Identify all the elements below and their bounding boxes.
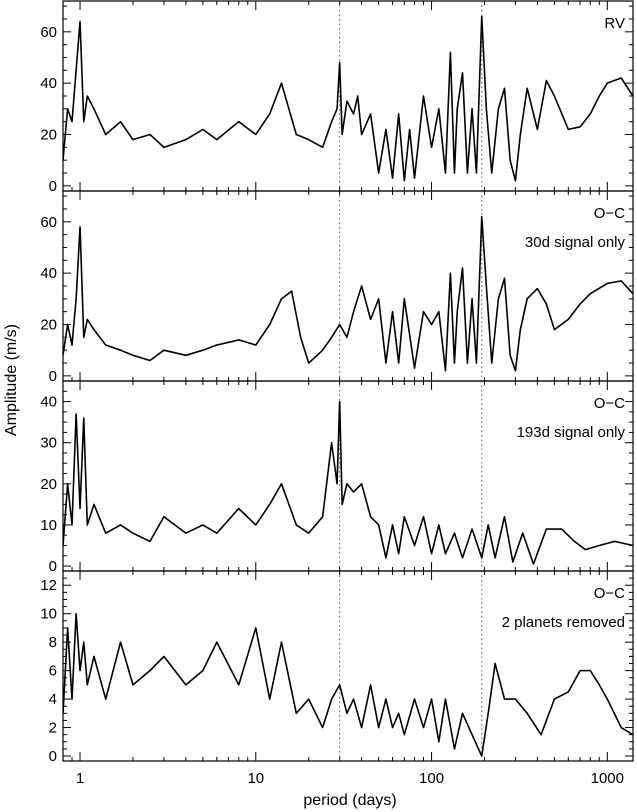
y-tick-label: 60 [40,214,57,231]
x-axis-ticks: 1 10 100 1000 [76,770,624,787]
y-tick-label: 8 [49,634,57,651]
y-tick-label: 0 [49,558,57,575]
panel-label: RV [604,15,625,32]
y-tick-label: 0 [49,368,57,385]
y-tick-label: 20 [40,127,57,144]
panel-2: 0 20 40 60 O−C 30d signal only [40,190,634,385]
panel-label: 193d signal only [517,424,626,441]
panel-label: 2 planets removed [502,614,625,631]
x-tick-label: 10 [247,770,264,787]
x-tick-label: 1000 [591,770,624,787]
series-line [63,400,633,565]
y-tick-label: 40 [40,265,57,282]
x-axis-title: period (days) [303,792,396,809]
panel-frame [62,0,634,192]
panel-frame [62,190,634,382]
panel-label: 30d signal only [525,234,626,251]
panel-3: 0 10 20 30 40 O−C 193d signal only [40,380,634,575]
y-tick-label: 60 [40,24,57,41]
series-line [63,15,633,182]
y-tick-label: 2 [49,720,57,737]
series-line [63,612,633,757]
y-tick-label: 20 [40,317,57,334]
panel-1: 0 20 40 60 RV [40,0,634,195]
y-tick-label: 6 [49,663,57,680]
x-tick-label: 1 [76,770,84,787]
panel-frame [62,570,634,762]
panel-frame [62,380,634,572]
y-tick-label: 20 [40,476,57,493]
panel-label: O−C [594,395,625,412]
y-tick-label: 40 [40,394,57,411]
y-tick-label: 4 [49,691,57,708]
x-tick-label: 100 [419,770,444,787]
y-tick-label: 0 [49,748,57,765]
y-tick-label: 0 [49,178,57,195]
y-tick-label: 30 [40,435,57,452]
panel-label: O−C [594,585,625,602]
y-tick-label: 12 [40,577,57,594]
y-tick-label: 40 [40,75,57,92]
y-tick-label: 10 [40,517,57,534]
y-tick-label: 10 [40,606,57,623]
panel-4: 0 2 4 6 8 10 12 O−C 2 planets removed [40,570,634,765]
y-axis-title: Amplitude (m/s) [3,324,20,436]
panel-label: O−C [594,205,625,222]
series-line [63,215,633,372]
